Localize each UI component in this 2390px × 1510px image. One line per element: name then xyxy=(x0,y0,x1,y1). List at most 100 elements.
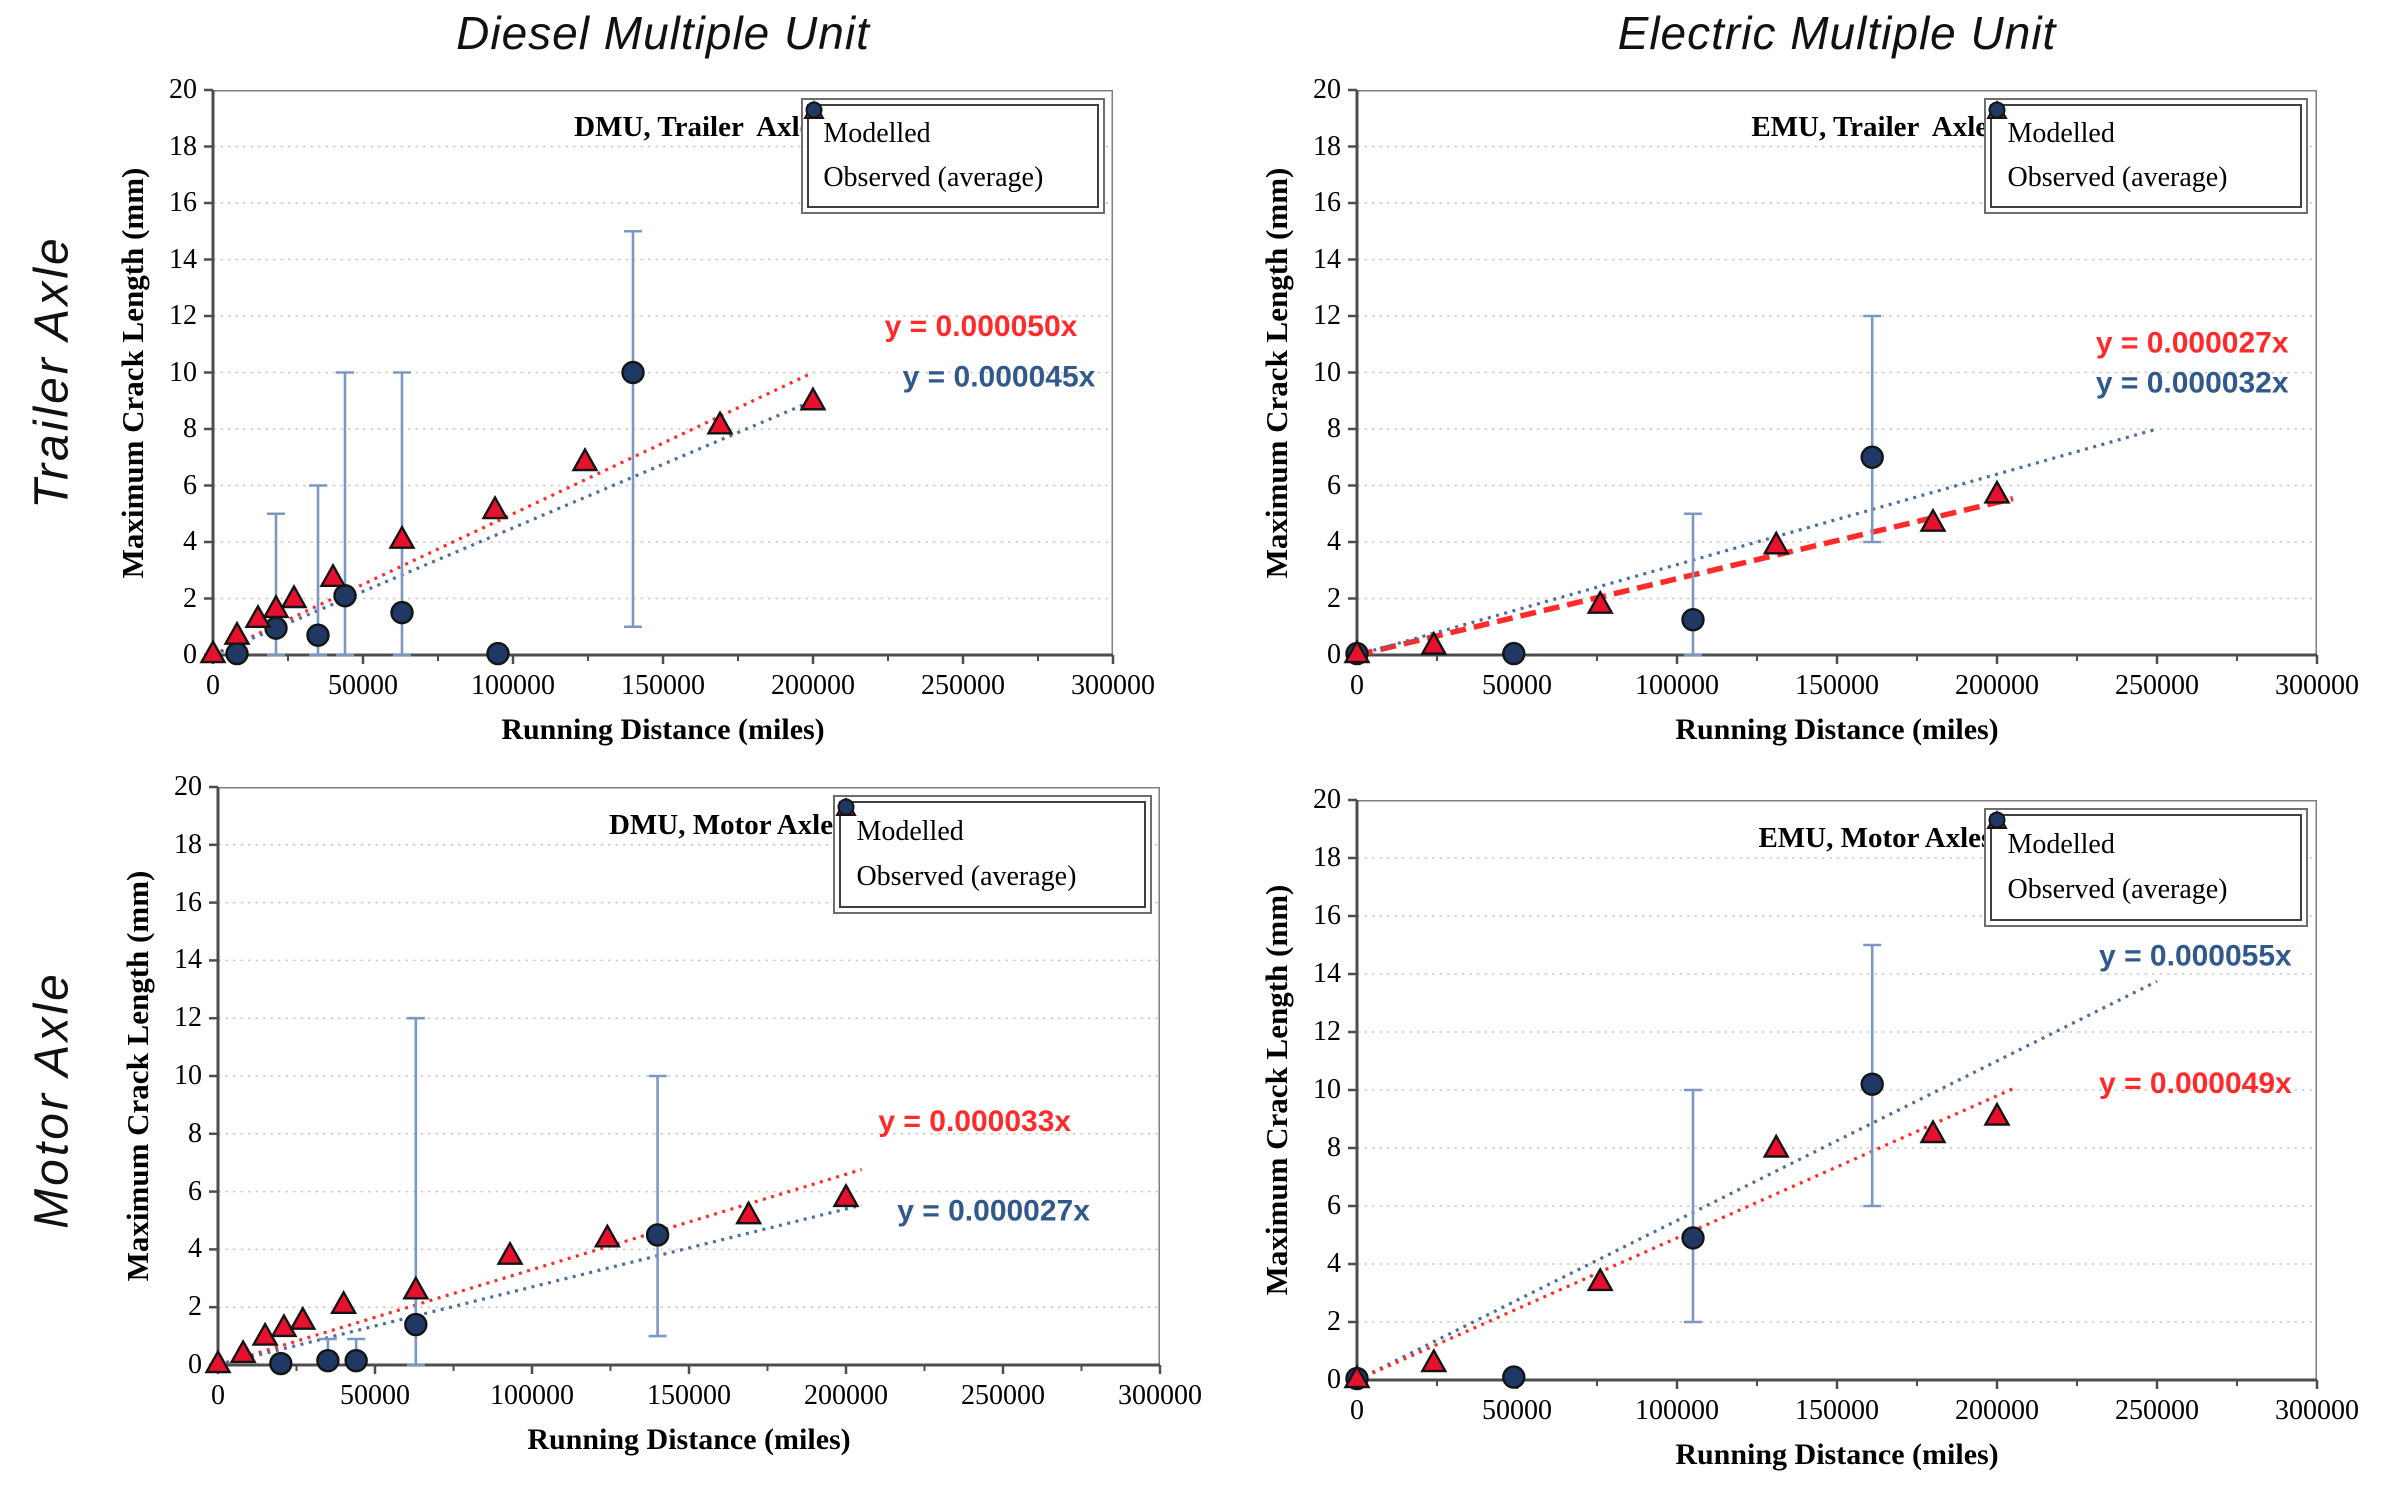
modelled-point xyxy=(388,524,416,549)
circle-marker-icon xyxy=(837,798,855,816)
y-tick-label: 2 xyxy=(183,582,197,614)
y-tick-label: 20 xyxy=(174,771,202,802)
observed-point xyxy=(344,1348,368,1373)
trendline-observed xyxy=(212,399,814,657)
trendline-equation: y = 0.000045x xyxy=(903,361,1096,394)
column-title-diesel: Diesel Multiple Unit xyxy=(456,7,870,59)
modelled-point xyxy=(229,1338,257,1364)
y-tick-label: 16 xyxy=(169,187,197,218)
y-tick-label: 4 xyxy=(1327,1248,1341,1279)
observed-point xyxy=(1681,1226,1705,1250)
column-title-electric: Electric Multiple Unit xyxy=(1617,7,2057,59)
observed-point xyxy=(1860,1072,1884,1096)
modelled-point xyxy=(832,1182,860,1208)
y-tick-label: 10 xyxy=(1313,356,1341,388)
legend: Modelled Observed (average) xyxy=(800,97,1105,214)
modelled-point xyxy=(735,1200,763,1225)
observed-point xyxy=(1681,607,1705,632)
modelled-point xyxy=(1983,1101,2011,1126)
x-tick-label: 100000 xyxy=(490,1380,574,1411)
legend-label: Observed (average) xyxy=(2007,161,2228,193)
modelled-point xyxy=(199,639,227,664)
x-tick-label: 50000 xyxy=(1482,670,1552,701)
x-tick-label: 50000 xyxy=(340,1380,410,1411)
y-tick-label: 12 xyxy=(1313,1016,1341,1047)
modelled-point xyxy=(289,1305,317,1330)
legend-item-modelled: Modelled xyxy=(1986,810,2301,861)
y-tick-label: 18 xyxy=(174,828,202,860)
y-tick-label: 4 xyxy=(188,1233,202,1265)
modelled-point xyxy=(270,1312,298,1338)
x-tick-label: 300000 xyxy=(2275,1395,2359,1426)
legend: Modelled Observed (average) xyxy=(1983,97,2309,214)
observed-point xyxy=(390,600,414,625)
x-tick-label: 200000 xyxy=(1955,670,2039,701)
trendline-equation: y = 0.000032x xyxy=(2096,366,2289,399)
x-tick-label: 150000 xyxy=(1795,670,1879,701)
y-tick-label: 2 xyxy=(1327,582,1341,614)
x-tick-label: 0 xyxy=(1350,670,1364,701)
y-tick-label: 14 xyxy=(174,944,202,976)
legend-item-observed: Observed (average) xyxy=(837,798,1143,893)
legend-item-observed: Observed (average) xyxy=(1988,101,2301,194)
modelled-point xyxy=(204,1349,232,1374)
y-tick-label: 8 xyxy=(1327,1132,1341,1163)
legend-item-observed: Observed (average) xyxy=(805,101,1097,194)
y-tick-label: 16 xyxy=(174,886,202,918)
observed-point xyxy=(1860,445,1884,469)
y-tick-label: 18 xyxy=(169,130,197,162)
y-tick-label: 16 xyxy=(1313,900,1341,931)
x-tick-label: 200000 xyxy=(1955,1395,2039,1426)
y-tick-label: 12 xyxy=(169,300,197,331)
y-tick-label: 6 xyxy=(183,469,197,501)
modelled-point xyxy=(481,495,509,520)
y-tick-label: 14 xyxy=(1313,958,1341,989)
x-tick-label: 300000 xyxy=(2275,670,2359,701)
y-tick-label: 10 xyxy=(1313,1074,1341,1105)
y-tick-label: 2 xyxy=(1327,1306,1341,1337)
legend-label: Observed (average) xyxy=(823,161,1044,193)
x-tick-label: 100000 xyxy=(471,670,555,701)
x-axis-title: Running Distance (miles) xyxy=(1675,1438,1999,1471)
observed-point xyxy=(486,641,510,666)
x-tick-label: 50000 xyxy=(1482,1395,1552,1426)
chart-title: DMU, Motor Axles xyxy=(608,808,845,841)
modelled-point xyxy=(251,1321,279,1346)
y-tick-label: 0 xyxy=(1327,1364,1341,1395)
y-tick-label: 2 xyxy=(188,1291,202,1323)
trendline-equation: y = 0.000027x xyxy=(897,1195,1090,1228)
observed-point xyxy=(1502,1365,1526,1389)
legend: Modelled Observed (average) xyxy=(833,795,1152,914)
circle-marker-icon xyxy=(1988,811,2006,829)
x-tick-label: 250000 xyxy=(2115,1395,2199,1426)
y-axis-title: Maximum Crack Length (mm) xyxy=(1259,884,1294,1296)
x-tick-label: 150000 xyxy=(621,670,705,701)
observed-point xyxy=(645,1223,670,1247)
x-tick-label: 150000 xyxy=(647,1380,731,1411)
legend-label: Observed (average) xyxy=(2007,874,2228,906)
trendline-equation: y = 0.000055x xyxy=(2099,939,2292,972)
circle-marker-icon xyxy=(805,101,823,119)
y-tick-label: 8 xyxy=(1327,413,1341,444)
chart-canvas: y = 0.000033x y = 0.000027x xyxy=(204,785,1162,1376)
modelled-point xyxy=(706,410,734,435)
y-tick-label: 6 xyxy=(188,1175,202,1207)
modelled-point xyxy=(799,386,827,411)
x-tick-label: 150000 xyxy=(1795,1395,1879,1426)
y-tick-label: 0 xyxy=(188,1349,202,1380)
x-tick-label: 250000 xyxy=(961,1380,1045,1411)
y-tick-label: 0 xyxy=(183,639,197,670)
legend: Modelled Observed (average) xyxy=(1983,808,2309,927)
y-tick-label: 12 xyxy=(174,1002,202,1034)
plot-area: y = 0.000055x y = 0.000049x EMU, Motor Ax… xyxy=(1343,798,2319,1391)
x-tick-label: 250000 xyxy=(921,670,1005,701)
x-tick-label: 200000 xyxy=(771,670,855,701)
trendline-modelled xyxy=(212,371,814,657)
legend-label: Modelled xyxy=(823,117,931,149)
chart-canvas: y = 0.000055x y = 0.000049x xyxy=(1343,798,2319,1391)
modelled-point xyxy=(402,1275,430,1300)
